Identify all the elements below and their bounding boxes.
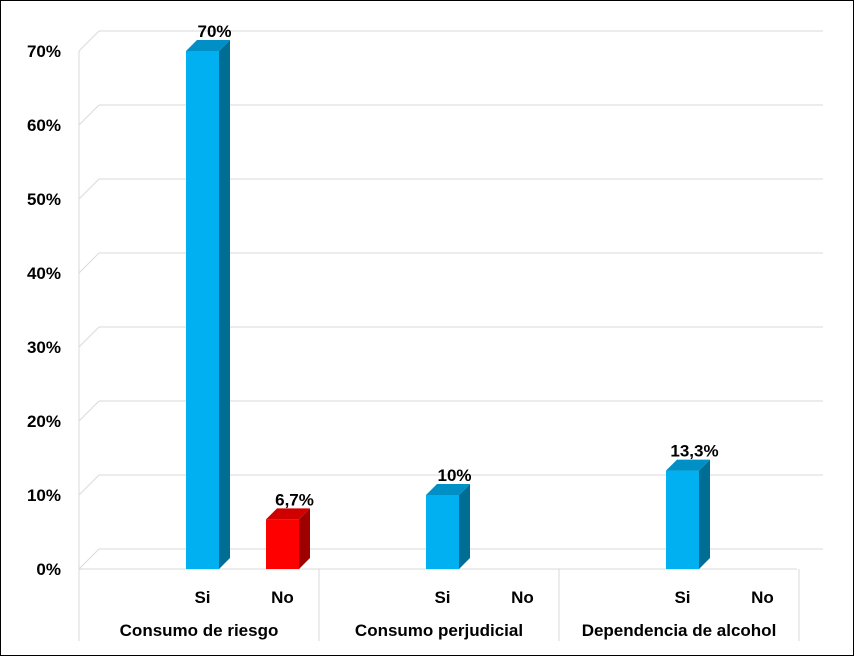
y-tick-label: 20% [27, 412, 61, 431]
bar-top-face [186, 40, 230, 51]
bar-top-face [266, 508, 310, 520]
gridline-depth [78, 252, 100, 274]
bar-top-face [666, 459, 710, 471]
bar-front-face [426, 495, 459, 569]
x-tick-label: Si [194, 588, 210, 607]
data-label: 70% [197, 22, 231, 41]
bar-side-face [219, 40, 230, 569]
data-label: 6,7% [275, 490, 314, 509]
data-label: 10% [437, 466, 471, 485]
bar [186, 40, 230, 569]
bar-side-face [299, 508, 310, 569]
x-tick-label: Si [434, 588, 450, 607]
bar [426, 484, 470, 569]
x-group-label: Consumo de riesgo [120, 621, 279, 640]
x-group-label: Dependencia de alcohol [582, 621, 777, 640]
bar [666, 459, 710, 569]
gridline-depth [78, 104, 100, 126]
bar-top-face [426, 484, 470, 495]
x-tick-label: No [511, 588, 534, 607]
y-tick-label: 10% [27, 486, 61, 505]
x-group-label: Consumo perjudicial [355, 621, 523, 640]
gridline-depth [78, 400, 100, 422]
x-tick-label: Si [674, 588, 690, 607]
gridline-depth [78, 548, 100, 570]
y-tick-label: 30% [27, 338, 61, 357]
x-tick-label: No [271, 588, 294, 607]
gridline-depth [78, 30, 100, 52]
y-tick-label: 40% [27, 264, 61, 283]
gridline-depth [78, 178, 100, 200]
y-tick-label: 50% [27, 190, 61, 209]
axes: 0% 10% 20% 30% 40% 50% 60% 70% Consumo de riesgo… [27, 42, 800, 641]
y-tick-label: 60% [27, 116, 61, 135]
bar-front-face [666, 470, 699, 569]
bar [266, 508, 310, 569]
bar-front-face [266, 519, 299, 569]
bar-side-face [699, 459, 710, 569]
data-label: 13,3% [670, 442, 718, 461]
bars [186, 40, 710, 569]
y-tick-label: 70% [27, 42, 61, 61]
x-tick-label: No [751, 588, 774, 607]
data-labels: 70% 6,7% 10% 13,3% [197, 22, 718, 509]
bar-side-face [459, 484, 470, 569]
y-tick-label: 0% [36, 560, 61, 579]
bar-front-face [186, 51, 219, 569]
gridline-depth [78, 474, 100, 496]
gridline-depth [78, 326, 100, 348]
